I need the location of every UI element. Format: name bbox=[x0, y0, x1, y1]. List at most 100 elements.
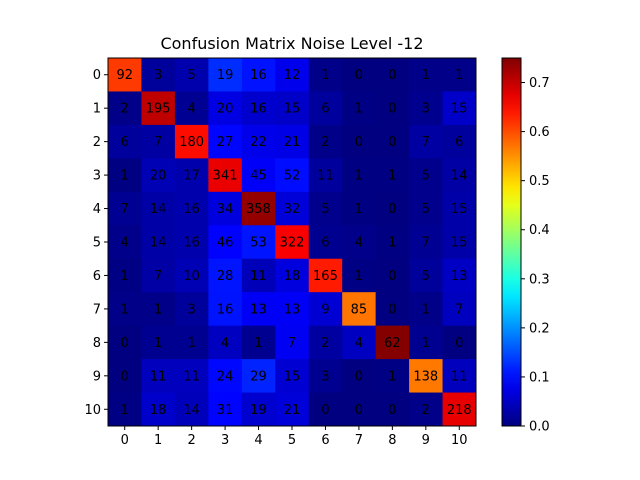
heatmap-cell bbox=[275, 91, 310, 126]
heatmap-cell bbox=[308, 325, 343, 360]
cell-value-label: 165 bbox=[313, 269, 338, 284]
heatmap-cell bbox=[174, 325, 209, 360]
cell-value-label: 46 bbox=[217, 236, 234, 251]
heatmap-cell bbox=[141, 158, 176, 193]
heatmap-cell bbox=[141, 325, 176, 360]
heatmap-cell bbox=[308, 124, 343, 159]
cell-value-label: 24 bbox=[217, 369, 234, 384]
cell-value-label: 4 bbox=[355, 336, 363, 351]
heatmap-cell bbox=[442, 58, 477, 92]
y-tick-label: 1 bbox=[93, 102, 101, 117]
heatmap-cell bbox=[375, 258, 410, 293]
heatmap-cell bbox=[174, 91, 209, 126]
cell-value-label: 31 bbox=[217, 403, 234, 418]
cell-value-label: 0 bbox=[388, 102, 396, 117]
heatmap-cell bbox=[108, 191, 142, 226]
cell-value-label: 1 bbox=[355, 169, 363, 184]
heatmap-cell bbox=[208, 225, 243, 260]
cell-value-label: 1 bbox=[154, 336, 162, 351]
cell-value-label: 180 bbox=[179, 135, 204, 150]
cell-value-label: 218 bbox=[447, 403, 472, 418]
cell-value-label: 322 bbox=[280, 236, 305, 251]
cell-value-label: 13 bbox=[451, 269, 468, 284]
cell-value-label: 53 bbox=[250, 236, 267, 251]
heatmap-cell bbox=[342, 158, 377, 193]
cell-value-label: 0 bbox=[388, 302, 396, 317]
heatmap-cell bbox=[275, 392, 310, 427]
cell-value-label: 7 bbox=[154, 269, 162, 284]
heatmap-cell bbox=[208, 359, 243, 394]
heatmap-cell bbox=[375, 191, 410, 226]
heatmap-cell bbox=[409, 158, 444, 193]
heatmap-cell bbox=[375, 292, 410, 327]
heatmap-cell bbox=[342, 258, 377, 293]
heatmap-cell bbox=[308, 292, 343, 327]
heatmap-cell bbox=[174, 58, 209, 92]
cell-value-label: 6 bbox=[321, 102, 329, 117]
cell-value-label: 5 bbox=[187, 68, 195, 83]
cell-value-label: 0 bbox=[355, 403, 363, 418]
cell-value-label: 22 bbox=[250, 135, 267, 150]
x-axis: 0 1 2 3 4 5 6 7 8 9 10 bbox=[121, 426, 468, 448]
cell-value-label: 15 bbox=[284, 369, 301, 384]
heatmap-cell bbox=[442, 91, 477, 126]
cell-value-label: 1 bbox=[121, 169, 129, 184]
cell-value-label: 1 bbox=[321, 68, 329, 83]
chart-title: Confusion Matrix Noise Level -12 bbox=[160, 34, 423, 53]
cell-value-label: 10 bbox=[183, 269, 200, 284]
cell-value-label: 16 bbox=[183, 236, 200, 251]
cell-value-label: 6 bbox=[455, 135, 463, 150]
cell-value-label: 12 bbox=[284, 68, 301, 83]
x-tick-label: 10 bbox=[451, 433, 468, 448]
cell-value-label: 2 bbox=[422, 403, 430, 418]
heatmap-cell bbox=[108, 325, 142, 360]
cell-value-label: 16 bbox=[183, 202, 200, 217]
heatmap-cell-labels: 92 3 5 19 16 12 1 0 0 1 12 195 4 20 16 15 6 1 0 3 156 7 180 27 2… bbox=[116, 68, 471, 418]
heatmap-cell bbox=[108, 58, 142, 92]
heatmap-cell bbox=[241, 91, 276, 126]
heatmap-cell bbox=[442, 225, 477, 260]
cell-value-label: 18 bbox=[284, 269, 301, 284]
heatmap-cell bbox=[375, 392, 410, 427]
heatmap-cell bbox=[342, 91, 377, 126]
heatmap-cell bbox=[174, 158, 209, 193]
heatmap-cell bbox=[241, 225, 276, 260]
heatmap-cell bbox=[275, 225, 310, 260]
cell-value-label: 29 bbox=[250, 369, 267, 384]
heatmap-cell bbox=[275, 258, 310, 293]
y-tick-label: 9 bbox=[93, 369, 101, 384]
colorbar-tick-label: 0.4 bbox=[529, 223, 550, 238]
cell-value-label: 92 bbox=[116, 68, 133, 83]
cell-value-label: 5 bbox=[422, 169, 430, 184]
heatmap-cell bbox=[241, 392, 276, 427]
heatmap-cell bbox=[208, 58, 243, 92]
cell-value-label: 1 bbox=[422, 336, 430, 351]
cell-value-label: 21 bbox=[284, 135, 301, 150]
heatmap-cell bbox=[342, 124, 377, 159]
cell-value-label: 0 bbox=[355, 369, 363, 384]
cell-value-label: 14 bbox=[451, 169, 468, 184]
y-tick-label: 6 bbox=[93, 269, 101, 284]
cell-value-label: 1 bbox=[355, 202, 363, 217]
cell-value-label: 21 bbox=[284, 403, 301, 418]
heatmap-cell bbox=[241, 359, 276, 394]
cell-value-label: 18 bbox=[150, 403, 167, 418]
cell-value-label: 0 bbox=[388, 403, 396, 418]
cell-value-label: 3 bbox=[422, 102, 430, 117]
heatmap-cells bbox=[108, 58, 477, 427]
cell-value-label: 0 bbox=[355, 68, 363, 83]
cell-value-label: 1 bbox=[355, 102, 363, 117]
cell-value-label: 2 bbox=[121, 102, 129, 117]
cell-value-label: 14 bbox=[150, 202, 167, 217]
cell-value-label: 32 bbox=[284, 202, 301, 217]
heatmap-cell bbox=[442, 258, 477, 293]
cell-value-label: 3 bbox=[187, 302, 195, 317]
cell-value-label: 7 bbox=[154, 135, 162, 150]
heatmap-cell bbox=[409, 292, 444, 327]
heatmap-cell bbox=[174, 292, 209, 327]
cell-value-label: 62 bbox=[384, 336, 401, 351]
cell-value-label: 341 bbox=[213, 169, 238, 184]
cell-value-label: 4 bbox=[221, 336, 229, 351]
x-tick-label: 2 bbox=[187, 433, 195, 448]
